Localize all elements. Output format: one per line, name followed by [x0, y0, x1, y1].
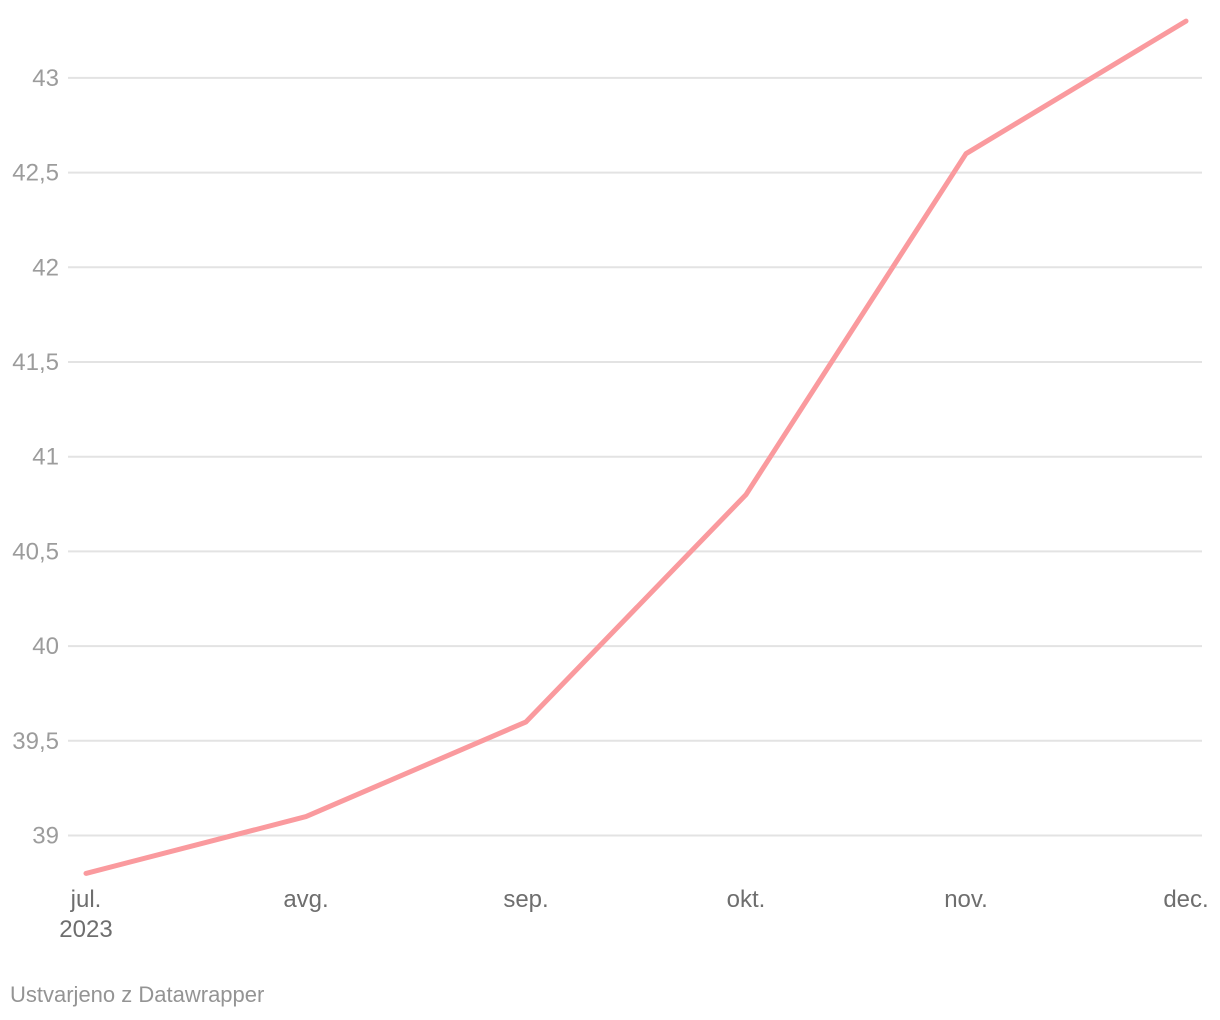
- x-tick-label: sep.: [503, 886, 548, 913]
- x-tick-label: avg.: [283, 886, 328, 913]
- y-tick-label: 42,5: [12, 160, 59, 187]
- y-tick-label: 43: [32, 65, 59, 92]
- attribution-text: Ustvarjeno z Datawrapper: [10, 982, 265, 1007]
- x-tick-label: okt.: [727, 886, 766, 913]
- x-tick-label: jul.: [70, 886, 102, 913]
- y-tick-label: 39: [32, 823, 59, 850]
- x-tick-label: nov.: [944, 886, 988, 913]
- y-tick-label: 41: [32, 444, 59, 471]
- series-line: [83, 18, 1189, 876]
- x-tick-label: dec.: [1163, 886, 1208, 913]
- y-tick-label: 39,5: [12, 728, 59, 755]
- line-chart: 39 39,5 40 40,5 41 41,5 42 42,5 43 jul. 2023 avg. se…: [12, 18, 1209, 943]
- y-tick-label: 42: [32, 254, 59, 281]
- y-tick-label: 41,5: [12, 349, 59, 376]
- y-tick-label: 40,5: [12, 538, 59, 565]
- y-tick-label: 40: [32, 633, 59, 660]
- x-tick-sublabel: 2023: [59, 916, 112, 943]
